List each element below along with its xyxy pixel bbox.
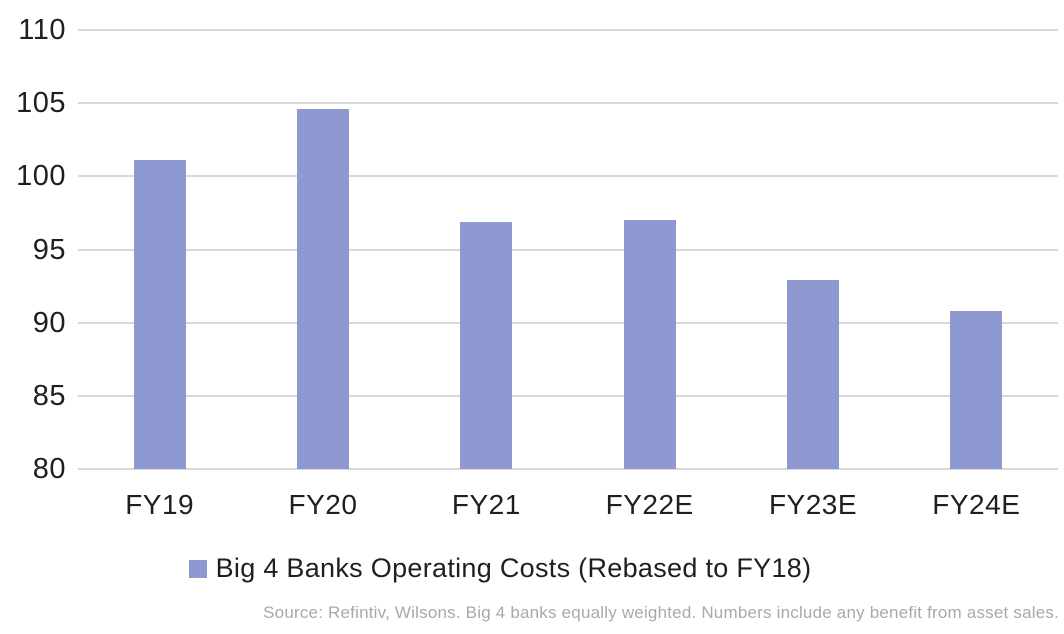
gridline [78, 248, 1058, 251]
bar-FY24E [950, 310, 1003, 469]
y-axis-tick-label: 85 [32, 379, 66, 412]
gridline [78, 321, 1058, 324]
legend-label: Big 4 Banks Operating Costs (Rebased to … [215, 553, 812, 583]
gridline [78, 175, 1058, 178]
bar-FY21 [460, 221, 513, 469]
x-axis-category-label: FY19 [125, 489, 195, 520]
x-axis-category-label: FY23E [768, 489, 858, 520]
gridline [78, 468, 1058, 470]
gridline [78, 102, 1058, 105]
bar-FY23E [787, 280, 839, 469]
y-axis-tick-label: 105 [16, 87, 66, 120]
bar-FY19 [133, 160, 186, 469]
bar-FY20 [297, 109, 349, 469]
y-axis-tick-label: 80 [32, 453, 66, 485]
x-axis-category-label: FY20 [288, 489, 358, 520]
y-axis-tick-label: 110 [18, 14, 66, 46]
y-axis-tick-label: 95 [32, 233, 66, 266]
y-axis-tick-label: 100 [16, 160, 66, 193]
y-axis-tick-label: 90 [32, 306, 66, 339]
source-note: Source: Refintiv, Wilsons. Big 4 banks e… [263, 603, 1059, 622]
x-axis-category-label: FY21 [451, 489, 521, 520]
gridline [78, 394, 1058, 397]
legend-swatch-icon [188, 559, 207, 578]
legend: Big 4 Banks Operating Costs (Rebased to … [0, 553, 1000, 584]
gridline [78, 29, 1058, 31]
plot-area [78, 29, 1058, 470]
x-axis-category-label: FY22E [605, 489, 694, 520]
x-axis-category-label: FY24E [932, 489, 1021, 520]
bar-FY22E [623, 220, 676, 469]
